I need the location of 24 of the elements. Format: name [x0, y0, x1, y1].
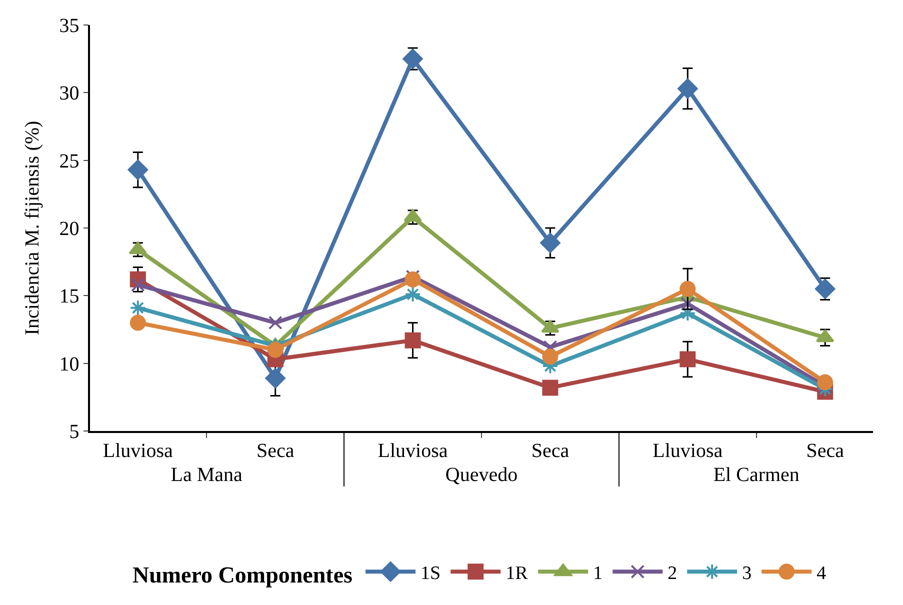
x-tick-label: Seca [256, 440, 294, 462]
y-tick-label: 25 [59, 150, 80, 172]
legend-title: Numero Componentes [132, 562, 353, 588]
y-tick-label: 20 [59, 218, 80, 240]
y-axis-title: Incidencia M. fijiensis (%) [21, 120, 44, 336]
x-tick-label: Seca [531, 440, 570, 462]
legend-label: 1 [593, 563, 603, 584]
y-tick-label: 10 [59, 353, 80, 376]
x-tick-label: Lluviosa [652, 440, 723, 462]
text: Quevedo [445, 464, 518, 486]
legend-label: 1R [506, 563, 528, 584]
y-tick-label: 30 [59, 82, 80, 105]
text: La Mana [170, 464, 243, 486]
x-tick-label: Seca [806, 440, 844, 462]
y-tick-label: 35 [59, 15, 80, 37]
legend-label: 2 [668, 563, 678, 584]
y-tick-label: 5 [69, 421, 80, 443]
x-tick-label: Lluviosa [102, 440, 174, 462]
x-tick-label: Lluviosa [378, 440, 448, 462]
legend-label: 3 [742, 563, 752, 584]
text: El Carmen [713, 464, 800, 486]
legend-label: 1S [420, 563, 441, 584]
y-tick-label: 15 [59, 286, 80, 308]
legend-label: 4 [816, 563, 827, 584]
